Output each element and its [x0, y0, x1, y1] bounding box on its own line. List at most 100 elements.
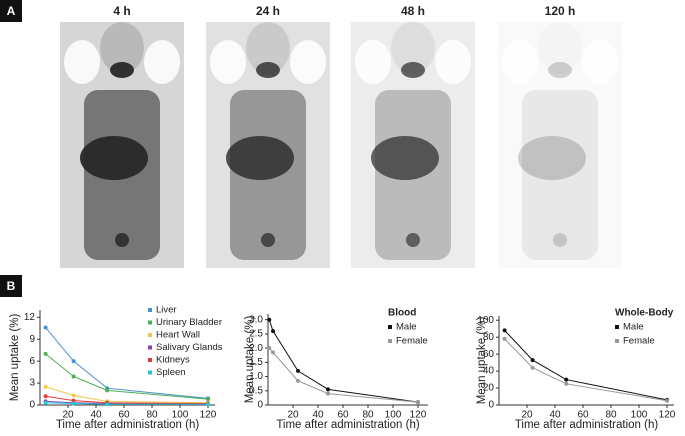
y-tick-label: 3.0 [249, 314, 263, 325]
x-tick-label: 40 [549, 410, 561, 421]
series-line [45, 395, 209, 405]
legend-marker [148, 370, 152, 375]
series-line [45, 402, 208, 405]
y-axis-label: Mean uptake (%) [476, 317, 488, 405]
series-line [45, 353, 209, 400]
legend-label: Spleen [156, 367, 186, 378]
legend-label: Male [623, 322, 644, 333]
series-line [45, 327, 209, 399]
data-point [105, 402, 110, 407]
series-line [504, 338, 668, 402]
data-point [502, 328, 507, 333]
data-point [206, 397, 210, 402]
x-tick-label: 60 [577, 410, 589, 421]
data-point [564, 377, 569, 382]
data-point [43, 384, 48, 389]
y-tick-label: 2.5 [249, 329, 263, 340]
data-point [43, 351, 48, 356]
x-tick-label: 100 [631, 410, 648, 421]
bladder [553, 233, 567, 247]
panel-label-box [0, 275, 22, 297]
data-point [71, 374, 76, 379]
shoulder [355, 40, 391, 84]
x-tick-label: 100 [385, 410, 402, 421]
y-tick-label: 60 [483, 349, 495, 360]
y-tick-label: 2.0 [249, 343, 263, 354]
panel-label-box [0, 0, 22, 22]
legend-title: Blood [388, 308, 416, 319]
y-tick-label: 1.0 [249, 371, 263, 382]
legend-label: Liver [156, 305, 177, 316]
image-label: 4 h [113, 4, 130, 18]
data-point [326, 387, 330, 392]
y-tick-label: 0 [488, 400, 494, 411]
y-tick-label: 0 [29, 400, 35, 411]
legend-marker [388, 325, 392, 329]
bladder [115, 233, 129, 247]
data-point [416, 400, 420, 405]
salivary [110, 62, 134, 78]
data-point [326, 391, 330, 396]
legend-label: Male [396, 322, 417, 333]
legend-label: Kidneys [156, 355, 190, 366]
legend-label: Female [396, 336, 428, 347]
data-point [564, 381, 569, 386]
y-tick-label: 100 [477, 315, 494, 326]
x-tick-label: 20 [521, 410, 533, 421]
x-tick-label: 120 [410, 410, 427, 421]
data-point [71, 398, 76, 403]
image-label: 120 h [545, 4, 576, 18]
legend-marker [148, 308, 152, 312]
legend-marker [388, 339, 392, 343]
shoulder [290, 40, 326, 84]
data-point [206, 402, 210, 407]
x-tick-label: 120 [200, 410, 217, 421]
data-point [71, 401, 76, 406]
data-point [530, 358, 535, 363]
data-point [296, 368, 300, 373]
legend-label: Urinary Bladder [156, 317, 222, 328]
head [246, 22, 290, 74]
bladder [406, 233, 420, 247]
legend-marker [148, 320, 152, 325]
y-tick-label: 0.5 [249, 385, 263, 396]
legend-marker [615, 339, 619, 343]
salivary [256, 62, 280, 78]
legend-label: Salivary Glands [156, 342, 223, 353]
image-label: 24 h [256, 4, 280, 18]
scan-image [206, 22, 330, 268]
liver [371, 136, 439, 180]
data-point [71, 393, 76, 398]
series-line [504, 330, 668, 401]
shoulder [144, 40, 180, 84]
legend-marker [148, 345, 152, 350]
panel-label: B [7, 279, 16, 293]
y-axis-label: Mean uptake (%) [9, 314, 21, 402]
legend-marker [148, 358, 152, 362]
y-tick-label: 3 [29, 378, 35, 389]
bladder [261, 233, 275, 247]
y-tick-label: 20 [483, 383, 495, 394]
x-tick-label: 20 [62, 410, 74, 421]
legend-label: Heart Wall [156, 330, 200, 341]
shoulder [435, 40, 471, 84]
data-point [267, 317, 272, 322]
data-point [43, 325, 48, 330]
head [100, 22, 144, 74]
shoulder [582, 40, 618, 84]
data-point [267, 346, 272, 351]
liver [518, 136, 586, 180]
data-point [105, 388, 110, 393]
series-line [45, 386, 209, 404]
x-tick-label: 60 [337, 410, 349, 421]
data-point [43, 394, 48, 399]
scan-image [60, 22, 184, 268]
data-point [271, 329, 275, 334]
x-tick-label: 120 [659, 410, 676, 421]
series-line [268, 347, 419, 403]
x-tick-label: 20 [287, 410, 299, 421]
data-point [271, 350, 275, 355]
legend-marker [148, 333, 152, 337]
x-tick-label: 100 [172, 410, 189, 421]
